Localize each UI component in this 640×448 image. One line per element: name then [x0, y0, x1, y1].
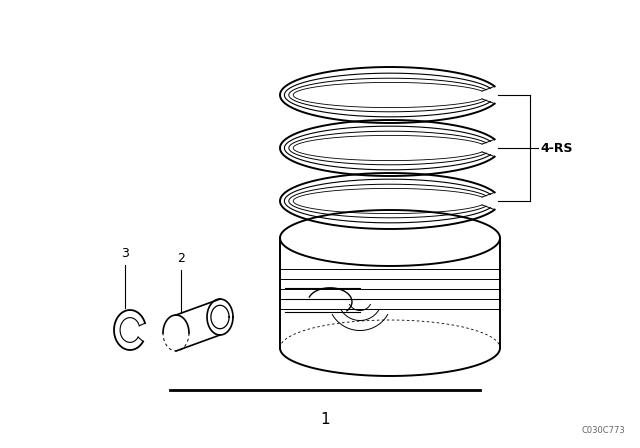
Text: C030C773: C030C773	[581, 426, 625, 435]
Text: 4-RS: 4-RS	[540, 142, 573, 155]
Text: 2: 2	[177, 252, 185, 265]
Text: 1: 1	[320, 412, 330, 427]
Text: 3: 3	[121, 247, 129, 260]
